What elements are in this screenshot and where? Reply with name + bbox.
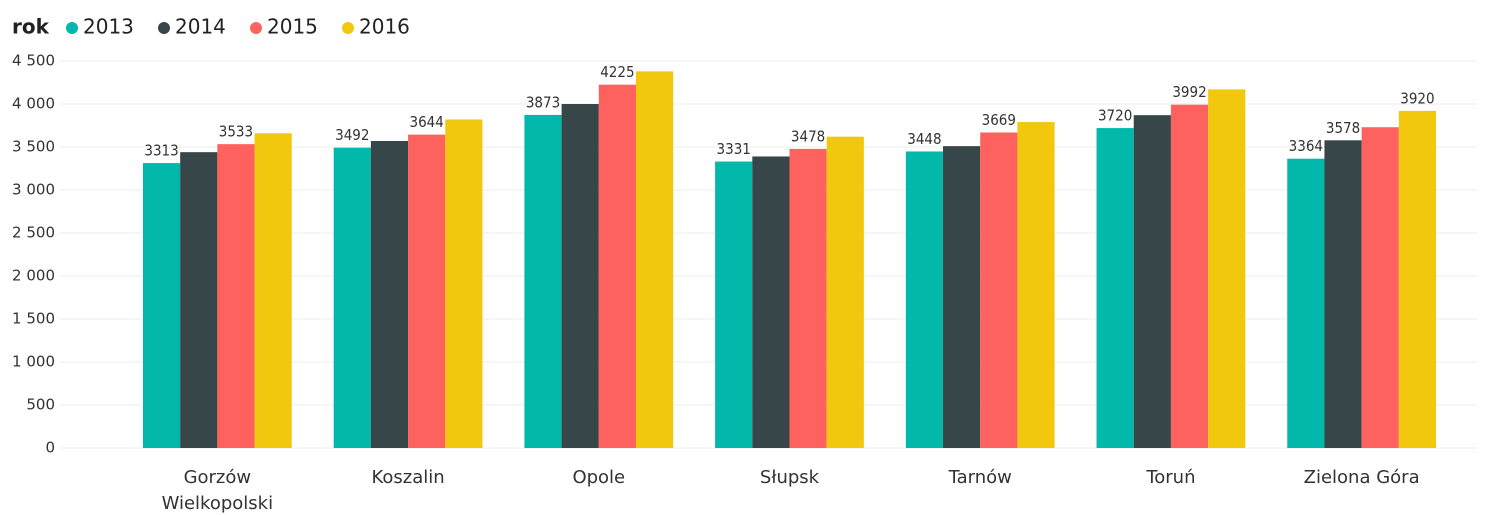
y-tick-label: 3 000	[12, 181, 55, 199]
bar	[752, 156, 790, 448]
data-label: 3873	[526, 93, 560, 111]
x-tick-label: Opole	[572, 467, 626, 488]
data-label: 3578	[1326, 119, 1360, 137]
y-tick-label: 500	[26, 396, 55, 414]
bar	[1096, 128, 1134, 448]
legend-marker	[250, 22, 262, 34]
data-label: 3478	[791, 127, 825, 145]
y-tick-label: 2 000	[12, 267, 55, 285]
data-label: 3533	[219, 123, 253, 141]
bar	[1398, 110, 1437, 448]
bar	[370, 140, 409, 449]
legend-label: 2013	[83, 15, 134, 39]
data-label: 3313	[144, 142, 178, 160]
y-tick-label: 1 000	[12, 353, 55, 371]
y-tick-label: 2 500	[12, 224, 55, 242]
bar	[333, 147, 371, 449]
x-tick-label: Słupsk	[759, 467, 820, 488]
data-label: 4225	[600, 63, 634, 81]
bar	[561, 104, 599, 448]
data-label: 3492	[335, 126, 369, 144]
x-tick-label: Tarnów	[948, 467, 1012, 488]
bar	[789, 148, 827, 448]
legend-label: 2016	[359, 15, 410, 39]
legend-marker	[342, 22, 354, 34]
y-tick-label: 0	[45, 439, 55, 457]
data-label: 3920	[1400, 89, 1434, 107]
bar	[1133, 115, 1171, 449]
data-label: 3992	[1172, 83, 1206, 101]
data-label: 3331	[717, 140, 751, 158]
y-tick-label: 4 500	[12, 52, 55, 70]
bar	[943, 146, 981, 448]
data-label: 3669	[982, 111, 1016, 129]
bar	[217, 144, 255, 449]
bar	[905, 151, 944, 449]
x-tick-label: Toruń	[1146, 467, 1196, 488]
bar	[408, 134, 446, 448]
y-tick-label: 4 000	[12, 95, 55, 113]
data-label: 3448	[907, 130, 941, 148]
bar	[180, 152, 218, 448]
bar	[1017, 122, 1055, 448]
legend-marker	[66, 22, 78, 34]
legend-label: 2014	[175, 15, 226, 39]
bar	[1287, 158, 1325, 449]
bar	[1361, 127, 1399, 448]
bar	[445, 119, 483, 448]
bar	[254, 133, 292, 449]
bar	[1170, 104, 1209, 449]
bar	[1324, 140, 1362, 449]
data-label: 3644	[409, 113, 443, 131]
bar	[1208, 89, 1246, 448]
legend-title: rok	[12, 15, 50, 39]
data-label: 3720	[1098, 107, 1132, 125]
bar	[980, 132, 1018, 448]
x-tick-label: Zielona Góra	[1303, 467, 1420, 488]
x-tick-label: Gorzów Wielkopolski	[161, 467, 274, 514]
bar	[524, 114, 562, 448]
bar	[598, 84, 636, 449]
bar	[635, 71, 674, 448]
bar	[826, 136, 864, 448]
y-tick-label: 1 500	[12, 310, 55, 328]
bar	[715, 161, 753, 448]
legend-label: 2015	[267, 15, 318, 39]
data-label: 3364	[1289, 137, 1323, 155]
legend-marker	[158, 22, 170, 34]
x-tick-label: Koszalin	[371, 467, 445, 488]
y-tick-label: 3 500	[12, 138, 55, 156]
bar	[142, 163, 181, 448]
